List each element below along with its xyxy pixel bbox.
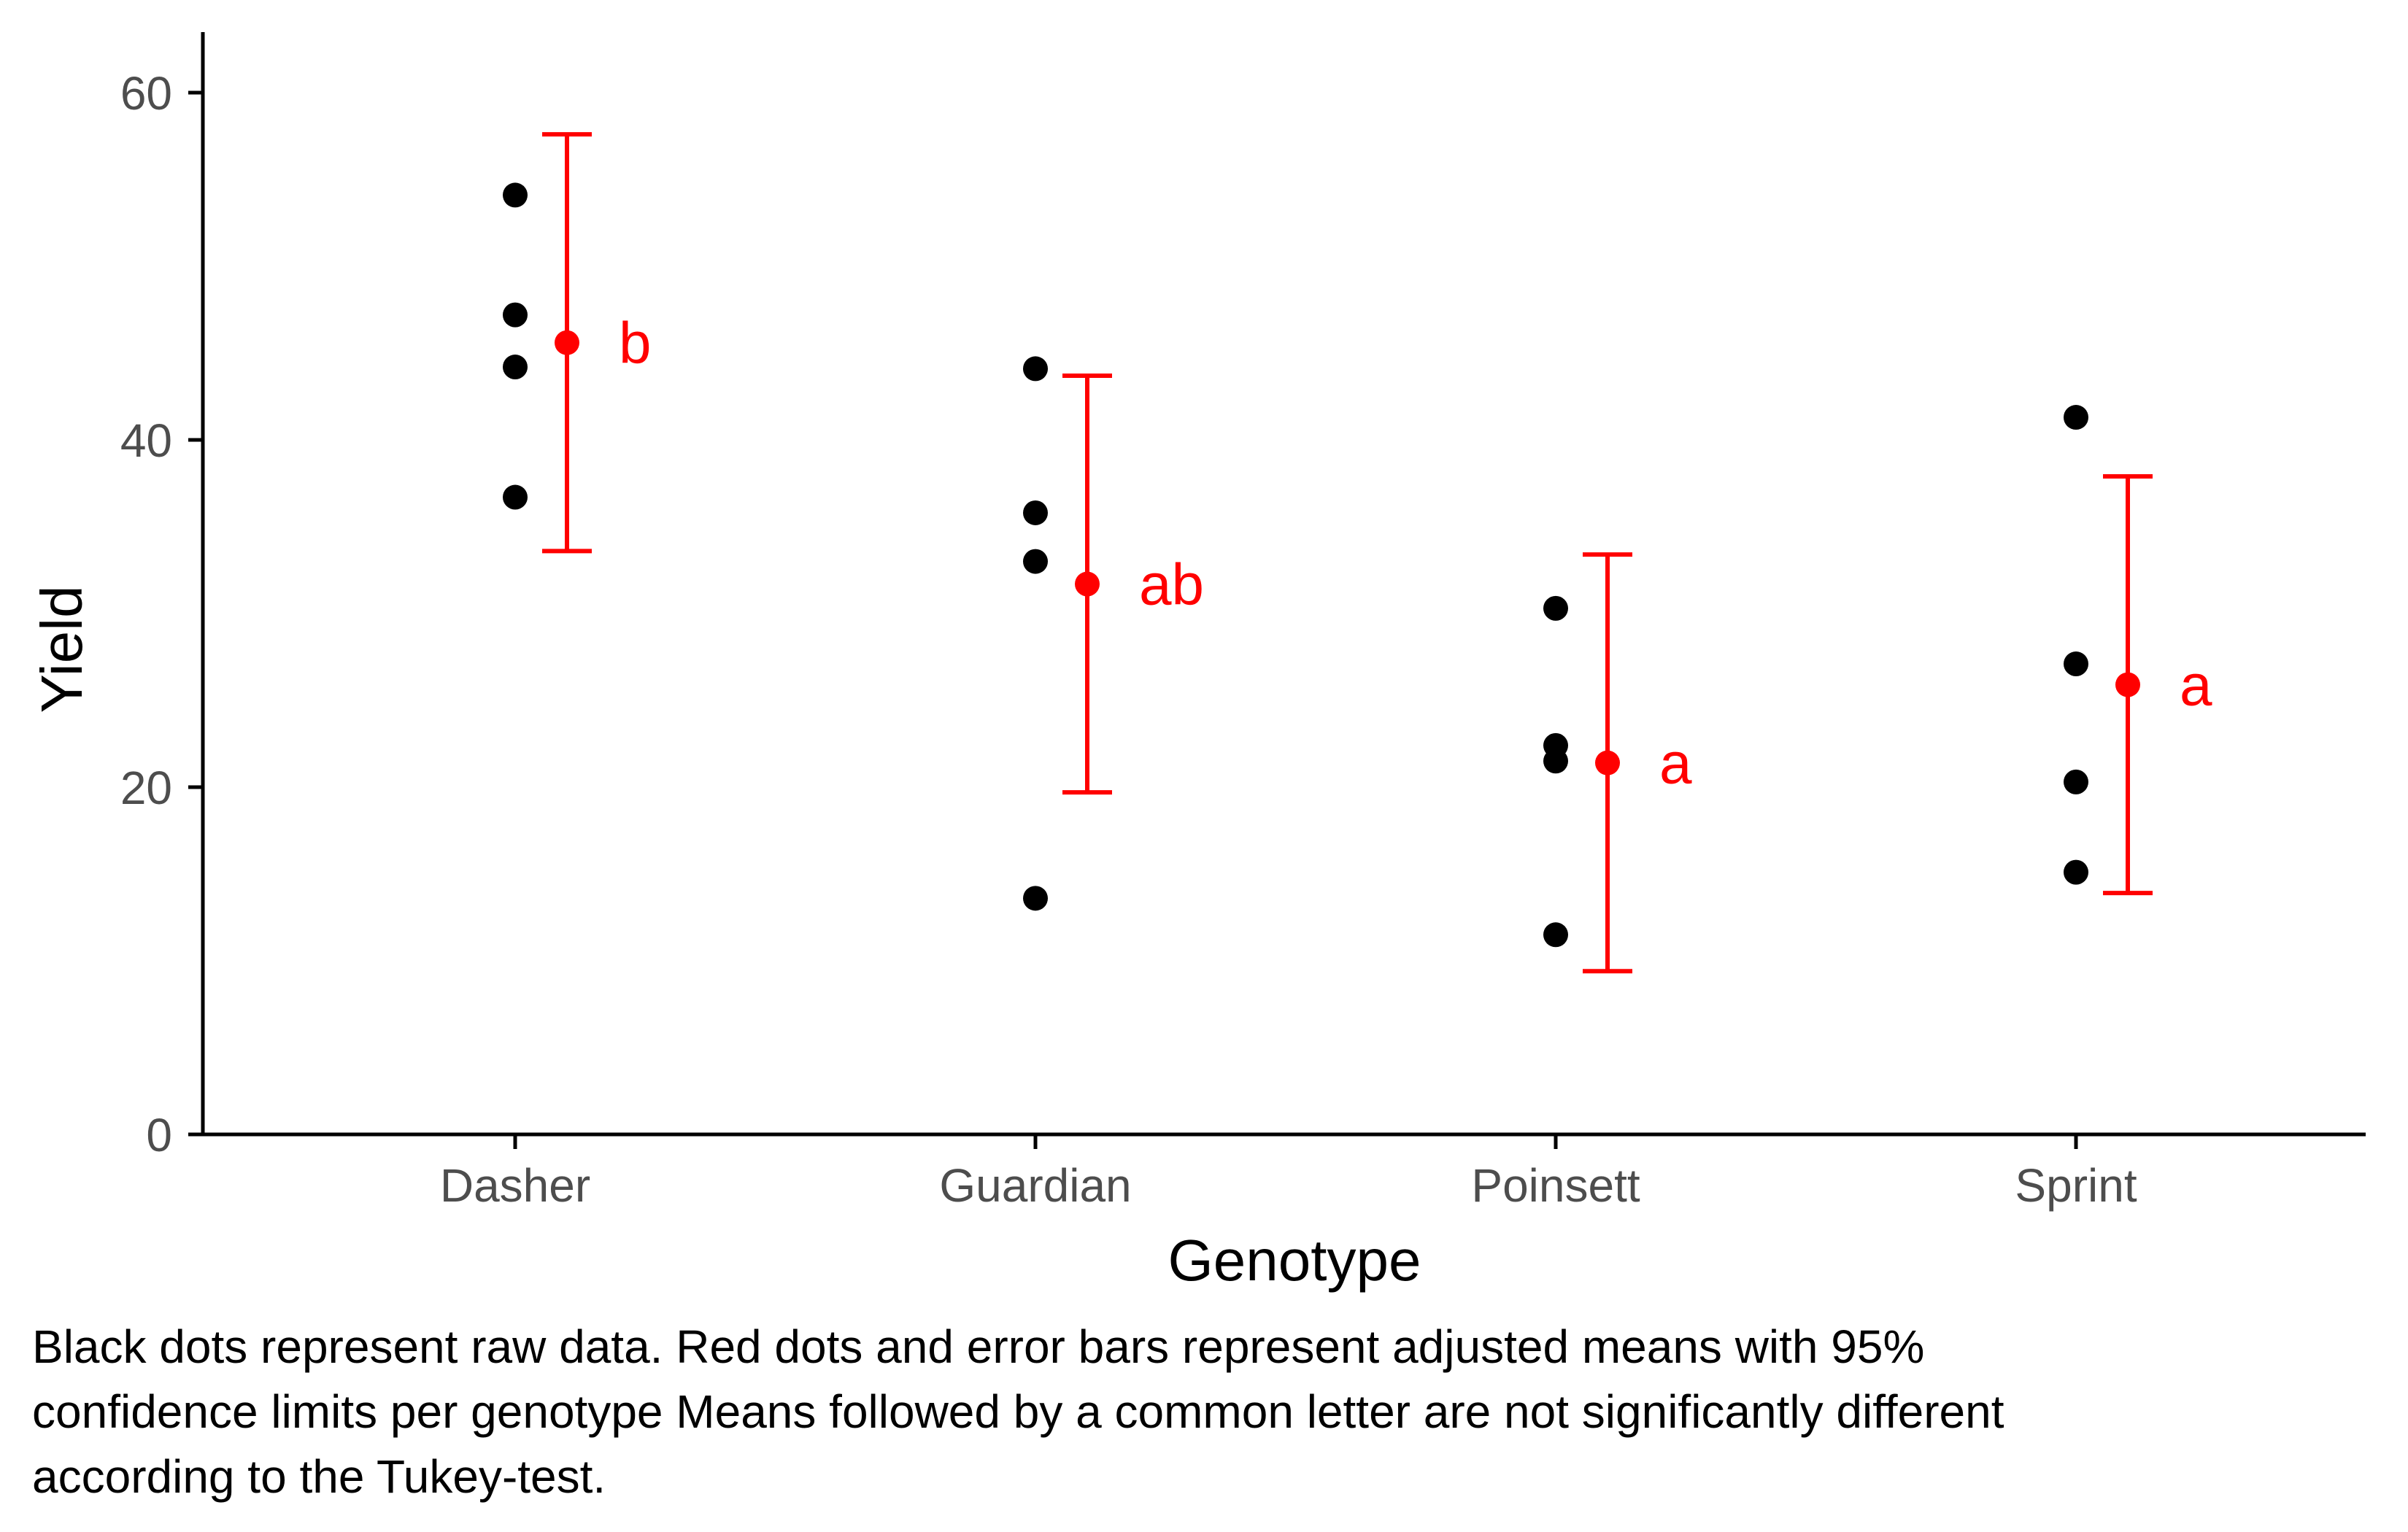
y-tick-label: 0 (146, 1109, 172, 1161)
raw-data-point (2064, 859, 2088, 885)
raw-data-point (1023, 500, 1048, 525)
error-bars (542, 132, 2153, 974)
y-axis-title: Yield (29, 586, 94, 713)
x-axis-title: Genotype (1168, 1228, 1421, 1293)
raw-data-point (1023, 549, 1048, 574)
raw-data-point (503, 484, 528, 510)
raw-data-point (2064, 405, 2088, 430)
adjusted-mean-point (555, 330, 579, 355)
y-tick-label: 20 (120, 762, 172, 814)
raw-data-point (503, 355, 528, 380)
raw-data-points (503, 182, 2088, 948)
figure-caption: Black dots represent raw data. Red dots … (32, 1320, 2004, 1503)
raw-data-point (2064, 769, 2088, 794)
x-tick-label: Guardian (939, 1159, 1131, 1212)
significance-letters: b ab a a (619, 311, 2212, 796)
raw-data-point (1543, 922, 1568, 948)
significance-letter: a (2180, 653, 2212, 718)
adjusted-mean-point (1075, 571, 1100, 597)
raw-data-point (2064, 651, 2088, 677)
raw-data-point (1023, 356, 1048, 382)
raw-data-point (503, 302, 528, 328)
y-axis-ticks: 0 20 40 60 (120, 67, 203, 1161)
raw-data-point (1543, 595, 1568, 621)
raw-data-point (1023, 886, 1048, 911)
adjusted-mean-point (2115, 672, 2140, 697)
raw-data-point (1543, 748, 1568, 774)
significance-letter: a (1659, 731, 1692, 796)
x-tick-label: Dasher (440, 1159, 590, 1212)
adjusted-mean-point (1595, 750, 1620, 775)
x-tick-label: Poinsett (1471, 1159, 1640, 1212)
raw-data-point (503, 182, 528, 208)
y-tick-label: 60 (120, 67, 172, 120)
adjusted-mean-points (555, 330, 2140, 775)
significance-letter: b (619, 311, 652, 376)
x-tick-label: Sprint (2015, 1159, 2137, 1212)
y-tick-label: 40 (120, 414, 172, 467)
x-axis-ticks: Dasher Guardian Poinsett Sprint (440, 1134, 2137, 1212)
significance-letter: ab (1139, 552, 1204, 617)
